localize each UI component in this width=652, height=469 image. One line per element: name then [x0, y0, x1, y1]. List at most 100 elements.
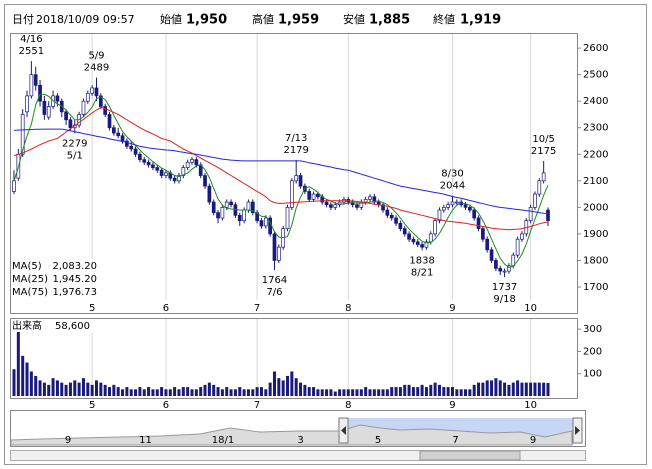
candle-body [463, 204, 468, 208]
volume-bar [272, 371, 276, 396]
volume-bar [94, 380, 98, 396]
candle-body [402, 228, 407, 235]
candle-body [333, 204, 338, 208]
candle-body [511, 254, 516, 267]
volume-bar [168, 389, 172, 396]
handle-arrow [575, 426, 580, 435]
annotation-value: 2179 [283, 145, 308, 156]
volume-bar [255, 387, 259, 396]
volume-bar [468, 389, 472, 396]
volume-panel [10, 318, 578, 399]
candle-body [324, 201, 329, 206]
candle-body [298, 175, 303, 187]
candle-body [155, 167, 160, 171]
candle-body [190, 159, 194, 163]
y-tick-label: 2300 [583, 123, 608, 134]
volume-bar [29, 371, 33, 396]
volume-bar [529, 382, 533, 396]
header-value: 1,885 [369, 13, 410, 28]
volume-bar [290, 371, 294, 396]
header-label: 安値 [343, 12, 365, 26]
x-tick-label: 5 [89, 400, 95, 411]
volume-bar [342, 389, 346, 396]
candle-body [415, 241, 420, 245]
volume-bar [407, 384, 411, 396]
annotation-date: 7/13 [285, 133, 307, 144]
candle-body [424, 241, 429, 248]
volume-bar [359, 389, 363, 396]
volume-bar [259, 387, 263, 396]
candle-body [276, 246, 281, 261]
volume-bar [494, 378, 498, 396]
annotation-date: 10/5 [532, 134, 554, 145]
volume-title: 出来高 [12, 319, 42, 332]
annotation-value: 2489 [84, 63, 109, 74]
volume-bar [177, 389, 181, 396]
candle-body [507, 265, 511, 272]
volume-bar [103, 384, 107, 396]
volume-bar [164, 389, 168, 396]
candle-body [420, 244, 424, 248]
navigator[interactable] [10, 410, 586, 447]
header-label: 高値 [252, 12, 274, 26]
candle-body [172, 177, 177, 182]
candle-body [138, 153, 142, 160]
candle-body [394, 217, 398, 224]
y-tick-label: 200 [583, 346, 602, 357]
legend-value: 1,976.73 [52, 287, 97, 298]
volume-bar [312, 387, 316, 396]
volume-bar [34, 375, 38, 396]
candle-body [33, 74, 38, 86]
volume-bar [90, 384, 94, 396]
volume-bar [55, 380, 59, 396]
annotation-value: 1737 [492, 282, 517, 293]
candle-body [528, 207, 533, 221]
x-tick-label: 9 [449, 303, 455, 314]
candle-body [85, 92, 90, 102]
candle-body [441, 207, 446, 211]
candle-body [29, 74, 34, 97]
navigator-label: 5 [375, 435, 381, 446]
volume-bar [190, 389, 194, 396]
volume-bar [21, 355, 25, 396]
candle-body [389, 214, 394, 219]
volume-bar [277, 378, 281, 396]
candles [12, 61, 550, 278]
volume-bar [442, 387, 446, 396]
volume-bar [25, 362, 29, 396]
volume-bar [246, 389, 250, 396]
header-label: 始値 [160, 12, 182, 26]
candle-body [133, 148, 138, 155]
scroll-thumb[interactable] [419, 450, 521, 461]
y-tick-label: 1900 [583, 229, 608, 240]
annotation-date: 5/9 [88, 51, 104, 62]
candle-body [185, 161, 190, 168]
volume-bar [520, 382, 524, 396]
candle-body [541, 172, 546, 182]
volume-bar [47, 384, 51, 396]
annotation-value: 1838 [409, 255, 434, 266]
candle-body [294, 175, 299, 182]
volume-bar [459, 389, 463, 396]
volume-bar [238, 387, 242, 396]
volume-bar [316, 389, 320, 396]
volume-bar [151, 389, 155, 396]
x-tick-label: 8 [345, 303, 351, 314]
volume-bar [199, 387, 203, 396]
y-tick-label: 2600 [583, 43, 608, 54]
volume-bar [368, 389, 372, 396]
candle-body [363, 199, 368, 203]
volume-bar [225, 387, 229, 396]
volume-bar [16, 329, 20, 396]
candle-body [42, 100, 47, 115]
volume-bar [346, 389, 350, 396]
scrollbar[interactable] [10, 450, 586, 461]
x-tick-label: 7 [254, 400, 260, 411]
navigator-label: 3 [297, 435, 303, 446]
candle-body [246, 201, 251, 211]
candle-body [125, 140, 129, 147]
candle-body [224, 201, 229, 208]
candle-body [194, 159, 199, 166]
annotation-date: 7/6 [266, 287, 282, 298]
